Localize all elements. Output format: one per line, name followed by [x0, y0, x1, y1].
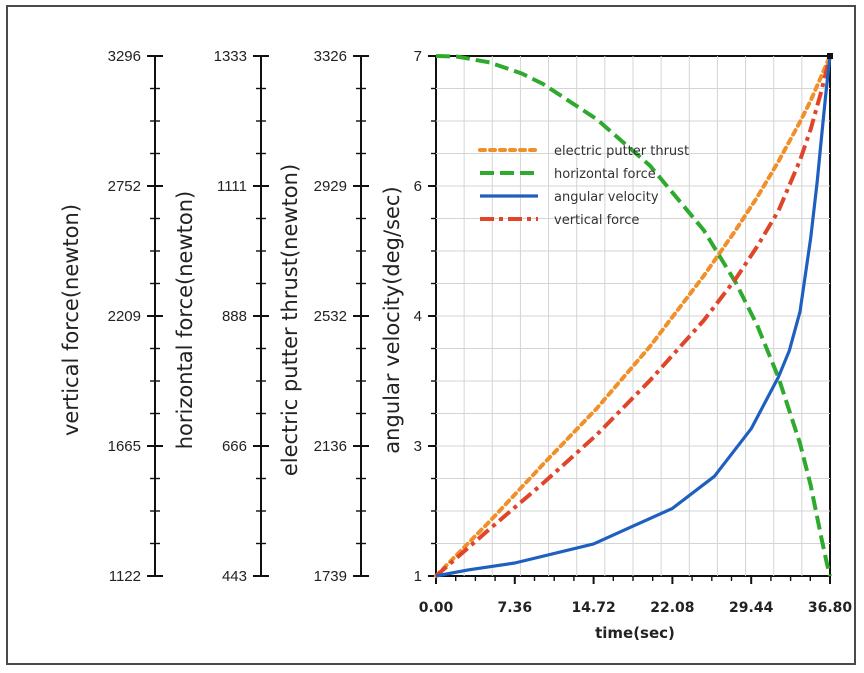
y-tick-label-thrust: 2532: [314, 308, 347, 325]
y-tick-label-vertical: 2752: [108, 178, 141, 195]
endpoint-marker: [827, 53, 833, 59]
legend-label-electric-putter-thrust: electric putter thrust: [554, 144, 689, 159]
legend-label-angular-velocity: angular velocity: [554, 190, 659, 205]
grid-layer: [436, 56, 830, 576]
axes-layer: 1122 1665 2209 2752 3296 vertical force(newto…: [59, 48, 852, 642]
chart-frame: [6, 5, 856, 665]
x-tick-label: 0.00: [419, 600, 454, 616]
y-tick-label-thrust: 2929: [314, 178, 347, 195]
y-tick-label-vertical: 3296: [108, 48, 141, 65]
legend-label-vertical-force: vertical force: [554, 213, 639, 228]
series-line-vertical-force: [434, 55, 832, 578]
y-tick-label-angular: 7: [414, 48, 422, 65]
y-tick-label-angular: 3: [414, 438, 422, 455]
y-axis-title-thrust: electric putter thrust(newton): [278, 164, 302, 476]
legend: electric putter thrust horizontal force an…: [478, 144, 689, 228]
series-line-electric-putter-thrust: [434, 54, 832, 578]
y-axis-title-angular: angular velocity(deg/sec): [380, 186, 404, 453]
y-tick-label-horizontal: 888: [222, 308, 247, 325]
x-tick-label: 36.80: [808, 600, 853, 616]
x-axis-title: time(sec): [595, 624, 675, 642]
y-tick-label-thrust: 2136: [314, 438, 347, 455]
y-tick-label-horizontal: 443: [222, 568, 247, 585]
x-tick-label: 29.44: [729, 600, 774, 616]
y-tick-label-angular: 4: [414, 308, 422, 325]
y-tick-label-thrust: 3326: [314, 48, 347, 65]
y-tick-label-angular: 6: [414, 178, 422, 195]
series-line-angular-velocity: [435, 55, 832, 578]
series-line-horizontal-force: [435, 54, 832, 577]
y-tick-label-vertical: 1122: [109, 568, 141, 585]
series-layer: [434, 53, 833, 578]
y-axis-title-vertical: vertical force(newton): [59, 204, 83, 436]
legend-label-horizontal-force: horizontal force: [554, 167, 656, 182]
x-tick-label: 22.08: [650, 600, 694, 616]
y-tick-label-vertical: 2209: [108, 308, 141, 325]
y-tick-label-vertical: 1665: [108, 438, 141, 455]
y-tick-label-thrust: 1739: [314, 568, 347, 585]
x-tick-label: 14.72: [571, 600, 615, 616]
y-tick-label-horizontal: 666: [222, 438, 247, 455]
x-tick-label: 7.36: [498, 600, 533, 616]
y-tick-label-horizontal: 1111: [217, 178, 247, 195]
y-tick-label-angular: 1: [414, 568, 422, 585]
y-tick-label-horizontal: 1333: [214, 48, 247, 65]
y-axis-title-horizontal: horizontal force(newton): [173, 191, 197, 449]
